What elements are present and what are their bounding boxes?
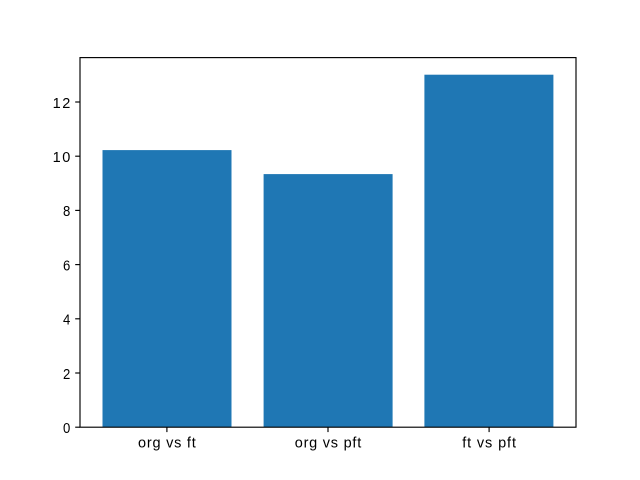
svg-text:ft vs pft: ft vs pft	[462, 436, 516, 452]
svg-text:2: 2	[63, 367, 70, 383]
svg-text:6: 6	[63, 258, 70, 274]
svg-text:8: 8	[63, 204, 70, 220]
svg-text:org vs ft: org vs ft	[138, 436, 196, 452]
svg-text:0: 0	[63, 421, 70, 437]
svg-text:org vs pft: org vs pft	[295, 436, 362, 452]
svg-text:12: 12	[53, 96, 71, 112]
svg-text:10: 10	[53, 150, 71, 166]
svg-text:4: 4	[63, 313, 70, 329]
